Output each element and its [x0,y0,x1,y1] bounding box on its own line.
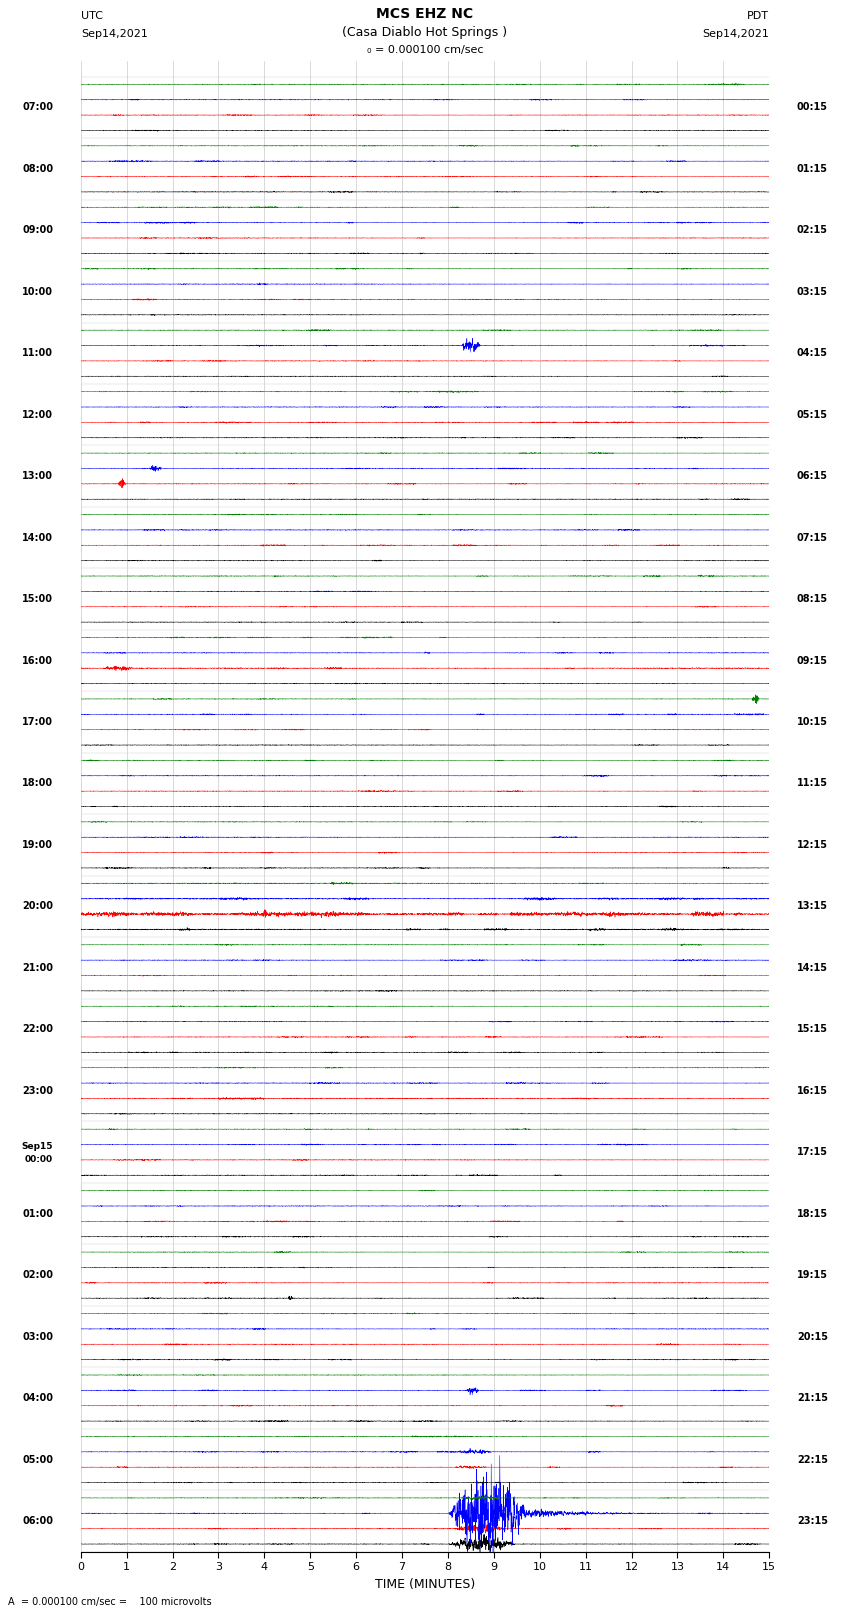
Text: 02:00: 02:00 [22,1269,54,1281]
Text: 08:00: 08:00 [22,165,54,174]
Text: 04:15: 04:15 [796,348,828,358]
Text: 15:15: 15:15 [796,1024,828,1034]
Text: 18:15: 18:15 [796,1208,828,1219]
Text: 05:15: 05:15 [796,410,828,419]
Text: 06:00: 06:00 [22,1516,54,1526]
Text: 13:00: 13:00 [22,471,54,481]
Text: 21:00: 21:00 [22,963,54,973]
Text: 22:00: 22:00 [22,1024,54,1034]
Text: 23:15: 23:15 [796,1516,828,1526]
Text: 01:00: 01:00 [22,1208,54,1219]
Text: 00:00: 00:00 [26,1155,54,1165]
Text: 07:00: 07:00 [22,102,54,113]
Text: 19:15: 19:15 [796,1269,828,1281]
X-axis label: TIME (MINUTES): TIME (MINUTES) [375,1578,475,1590]
Text: 17:00: 17:00 [22,718,54,727]
Text: 10:15: 10:15 [796,718,828,727]
Text: 07:15: 07:15 [796,532,828,542]
Text: 20:15: 20:15 [796,1332,828,1342]
Text: 08:15: 08:15 [796,594,828,605]
Text: MCS EHZ NC: MCS EHZ NC [377,6,473,21]
Text: 10:00: 10:00 [22,287,54,297]
Text: (Casa Diablo Hot Springs ): (Casa Diablo Hot Springs ) [343,26,507,39]
Text: 13:15: 13:15 [796,902,828,911]
Text: 21:15: 21:15 [796,1394,828,1403]
Text: 16:15: 16:15 [796,1086,828,1095]
Text: A  = 0.000100 cm/sec =    100 microvolts: A = 0.000100 cm/sec = 100 microvolts [8,1597,212,1607]
Text: PDT: PDT [747,11,769,21]
Text: UTC: UTC [81,11,103,21]
Text: 09:00: 09:00 [22,226,54,235]
Text: 03:00: 03:00 [22,1332,54,1342]
Text: 20:00: 20:00 [22,902,54,911]
Text: 06:15: 06:15 [796,471,828,481]
Text: 12:00: 12:00 [22,410,54,419]
Text: 14:00: 14:00 [22,532,54,542]
Text: 03:15: 03:15 [796,287,828,297]
Text: 05:00: 05:00 [22,1455,54,1465]
Text: 22:15: 22:15 [796,1455,828,1465]
Text: 04:00: 04:00 [22,1394,54,1403]
Text: 23:00: 23:00 [22,1086,54,1095]
Text: 01:15: 01:15 [796,165,828,174]
Text: 18:00: 18:00 [22,779,54,789]
Text: Sep15: Sep15 [22,1142,54,1150]
Text: Sep14,2021: Sep14,2021 [81,29,148,39]
Text: 02:15: 02:15 [796,226,828,235]
Text: 11:00: 11:00 [22,348,54,358]
Text: 00:15: 00:15 [796,102,828,113]
Text: 14:15: 14:15 [796,963,828,973]
Text: 17:15: 17:15 [796,1147,828,1157]
Text: 15:00: 15:00 [22,594,54,605]
Text: ₀ = 0.000100 cm/sec: ₀ = 0.000100 cm/sec [366,45,484,55]
Text: 16:00: 16:00 [22,655,54,666]
Text: 09:15: 09:15 [796,655,828,666]
Text: 11:15: 11:15 [796,779,828,789]
Text: Sep14,2021: Sep14,2021 [702,29,769,39]
Text: 19:00: 19:00 [22,840,54,850]
Text: 12:15: 12:15 [796,840,828,850]
